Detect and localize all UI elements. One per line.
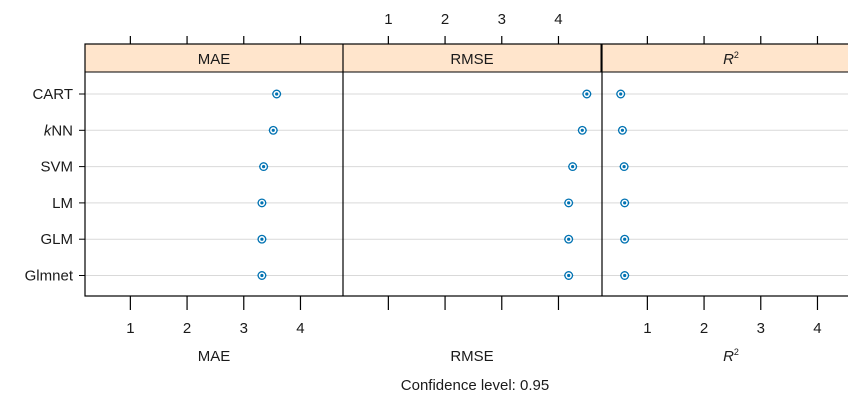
data-point-center-2-1 bbox=[620, 128, 625, 132]
data-point-center-2-5 bbox=[623, 273, 627, 278]
data-point-center-2-4 bbox=[623, 237, 627, 241]
data-point-center-0-4 bbox=[260, 237, 264, 241]
data-point-center-1-4 bbox=[567, 237, 571, 241]
data-point-center-0-2 bbox=[262, 165, 266, 169]
plot-frame bbox=[84, 43, 848, 297]
bottom-tick-label-2-3: 4 bbox=[813, 320, 821, 337]
x-axis-label-text-0: MAE bbox=[198, 348, 231, 365]
top-tick-label-3: 4 bbox=[554, 11, 562, 28]
category-label-0: CART bbox=[32, 86, 73, 103]
data-point-center-0-1 bbox=[271, 128, 275, 132]
bottom-tick-label-2-2: 3 bbox=[757, 320, 765, 337]
category-label-2: SVM bbox=[40, 159, 73, 176]
x-axis-label-1: RMSE bbox=[450, 348, 493, 365]
x-axis-label-0: MAE bbox=[198, 348, 231, 365]
category-label-3: LM bbox=[52, 195, 73, 212]
strip-title-sup-2: 2 bbox=[734, 50, 739, 60]
data-point-center-1-2 bbox=[571, 165, 575, 169]
top-tick-label-2: 3 bbox=[498, 11, 506, 28]
strip-title-text-2: R bbox=[723, 51, 734, 68]
x-axis-label-text-2: R bbox=[723, 348, 734, 365]
data-point-center-1-1 bbox=[580, 128, 584, 132]
data-point-center-1-3 bbox=[567, 201, 571, 205]
data-point-center-2-2 bbox=[622, 165, 626, 169]
bottom-tick-label-0-2: 3 bbox=[240, 320, 248, 337]
data-point-center-1-0 bbox=[585, 92, 589, 96]
data-point-center-2-0 bbox=[619, 92, 623, 96]
bottom-tick-label-2-1: 2 bbox=[700, 320, 708, 337]
data-point-center-0-0 bbox=[275, 92, 279, 96]
data-point-center-0-3 bbox=[260, 201, 264, 205]
strip-1 bbox=[342, 43, 602, 73]
strip-title-1: RMSE bbox=[450, 51, 493, 68]
top-tick-label-1: 2 bbox=[441, 11, 449, 28]
strip-title-2: R2 bbox=[723, 50, 739, 68]
category-label-4: GLM bbox=[40, 231, 73, 248]
top-tick-label-0: 1 bbox=[384, 11, 392, 28]
x-axis-label-2: R2 bbox=[723, 347, 739, 365]
x-axis-label-sup-2: 2 bbox=[734, 347, 739, 357]
category-label-1: kNN bbox=[44, 122, 73, 139]
strip-2 bbox=[601, 43, 848, 73]
caption: Confidence level: 0.95 bbox=[401, 377, 549, 394]
category-label-italic-1: k bbox=[44, 122, 53, 139]
strip-title-0: MAE bbox=[198, 51, 231, 68]
strip-title-text-1: RMSE bbox=[450, 51, 493, 68]
category-label-rest-1: NN bbox=[51, 122, 73, 139]
strip-title-text-0: MAE bbox=[198, 51, 231, 68]
data-point-center-2-3 bbox=[623, 201, 627, 205]
x-axis-label-text-1: RMSE bbox=[450, 348, 493, 365]
strip-0 bbox=[84, 43, 344, 73]
bottom-tick-label-0-1: 2 bbox=[183, 320, 191, 337]
data-point-center-0-5 bbox=[260, 273, 264, 278]
bottom-tick-label-2-0: 1 bbox=[643, 320, 651, 337]
bottom-tick-label-0-0: 1 bbox=[126, 320, 134, 337]
bottom-tick-label-0-3: 4 bbox=[296, 320, 304, 337]
category-label-5: Glmnet bbox=[25, 268, 74, 285]
data-point-center-1-5 bbox=[567, 273, 571, 278]
